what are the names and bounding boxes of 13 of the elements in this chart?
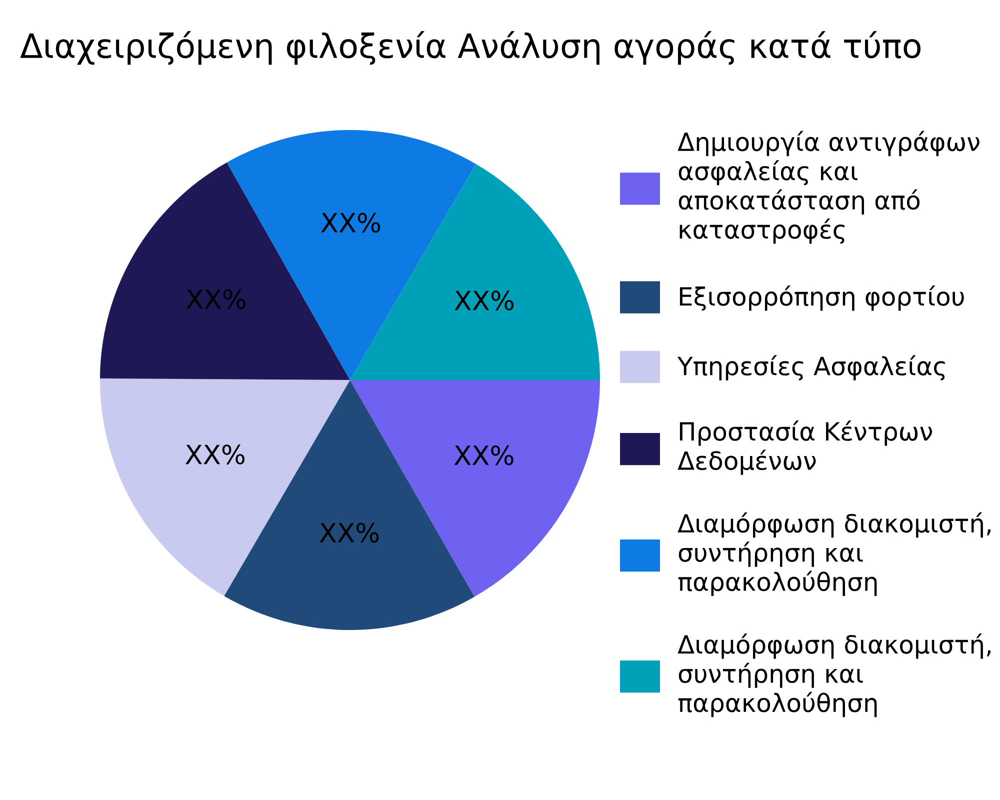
- legend-label: Διαμόρφωση διακομιστή, συντήρηση και παρακολούθηση: [678, 512, 991, 596]
- legend-label: Δημιουργία αντιγράφων ασφαλείας και αποκατάσταση από καταστροφές: [678, 130, 980, 244]
- data-label: XX%: [320, 522, 379, 543]
- legend-label: Διαμόρφωση διακομιστή, συντήρηση και παρακολούθηση: [678, 634, 991, 718]
- chart-title: Διαχειριζόμενη φιλοξενία Ανάλυση αγοράς κατά τύπο: [20, 31, 920, 65]
- legend-label: Εξισορρόπηση φορτίου: [680, 286, 964, 311]
- legend-label: Υπηρεσίες Ασφαλείας: [677, 355, 945, 380]
- data-label: XX%: [186, 289, 246, 310]
- data-label: XX%: [454, 290, 514, 310]
- data-label: XX%: [321, 212, 380, 233]
- data-label: XX%: [186, 444, 245, 464]
- legend-label: Προστασία Κέντρων Δεδομένων: [678, 420, 932, 475]
- data-label: XX%: [454, 445, 514, 466]
